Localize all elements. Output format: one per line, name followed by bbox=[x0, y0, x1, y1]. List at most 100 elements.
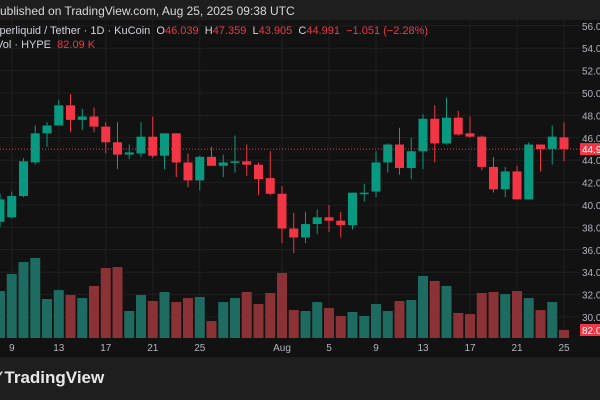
volume-label: Vol · HYPE bbox=[0, 39, 52, 51]
close-value: 44.991 bbox=[306, 25, 340, 37]
volume-bar bbox=[453, 312, 464, 338]
candle-body bbox=[265, 178, 275, 194]
volume-bar bbox=[559, 329, 569, 338]
time-tick-label: 9 bbox=[373, 343, 379, 354]
candle-body bbox=[207, 156, 216, 166]
price-tick-label: 46.000 bbox=[582, 134, 600, 145]
volume-bar bbox=[194, 296, 205, 338]
price-tick-label: 36.000 bbox=[582, 246, 600, 257]
candle-body bbox=[336, 220, 346, 226]
tradingview-logo[interactable]: ⁄⁄ TradingView bbox=[0, 368, 104, 388]
price-tick-label: 42.000 bbox=[582, 179, 600, 190]
volume-bar bbox=[347, 311, 358, 338]
close-label: C bbox=[298, 25, 307, 37]
time-tick-label: 21 bbox=[147, 343, 159, 354]
price-tick-label: 32.000 bbox=[582, 291, 600, 302]
candle-body bbox=[54, 105, 64, 126]
candle-body bbox=[66, 105, 75, 120]
volume-bar bbox=[359, 315, 370, 338]
price-tick-label: 30.000 bbox=[582, 313, 600, 324]
volume-bar bbox=[523, 298, 534, 338]
candle-body bbox=[242, 161, 252, 165]
volume-bar bbox=[441, 285, 452, 338]
candle-body bbox=[371, 162, 381, 192]
symbol-legend: Hyperliquid / Tether · 1D · KuCoin O46.0… bbox=[0, 25, 428, 37]
candle-body bbox=[500, 171, 510, 190]
volume-bar bbox=[371, 303, 381, 338]
price-tick-label: 38.000 bbox=[582, 223, 600, 234]
volume-bar bbox=[512, 291, 522, 338]
candle-body bbox=[406, 151, 416, 169]
price-tick-label: 52.000 bbox=[582, 67, 600, 78]
time-axis: 9 13 17 21 25 Aug 5 9 13 17 21 25 bbox=[9, 343, 570, 354]
open-value: 46.039 bbox=[164, 25, 199, 37]
time-tick-label: 13 bbox=[53, 343, 65, 354]
time-tick-label: Aug bbox=[273, 343, 291, 354]
candle-body bbox=[160, 133, 169, 156]
candle-body bbox=[101, 126, 111, 143]
volume-bar bbox=[18, 261, 29, 338]
volume-bar bbox=[6, 273, 17, 338]
candle-body bbox=[465, 133, 475, 137]
candle-body bbox=[442, 117, 451, 144]
candle-body bbox=[183, 162, 193, 181]
candlestick-chart[interactable]: 56.000 54.000 52.000 50.000 48.000 46.000 44.0… bbox=[0, 20, 600, 357]
candle-body bbox=[171, 133, 181, 163]
price-tick-label: 44.000 bbox=[582, 156, 600, 167]
volume-bar bbox=[0, 291, 5, 338]
volume-bar bbox=[488, 291, 499, 338]
candle-body bbox=[77, 116, 87, 120]
candle-body bbox=[89, 116, 99, 127]
candle-body bbox=[0, 199, 5, 222]
candle-body bbox=[547, 136, 557, 149]
candle-body bbox=[536, 144, 545, 149]
last-volume-tag: 82.09K bbox=[580, 323, 600, 337]
candle-body bbox=[477, 136, 487, 167]
volume-bar bbox=[500, 294, 511, 338]
candle-body bbox=[430, 118, 440, 144]
volume-bar bbox=[429, 280, 440, 338]
volume-bar bbox=[547, 302, 558, 338]
volume-bar bbox=[382, 311, 393, 338]
volume-bar bbox=[147, 300, 158, 338]
candle-body bbox=[312, 217, 322, 225]
volume-bar bbox=[65, 295, 76, 338]
price-tick-label: 34.000 bbox=[582, 268, 600, 279]
last-price-tag: 44.991 bbox=[580, 143, 600, 156]
volume-bar bbox=[53, 290, 64, 338]
volume-bar bbox=[89, 285, 99, 338]
volume-bar bbox=[206, 321, 217, 338]
volume-bar bbox=[183, 298, 193, 338]
last-volume-label: 82.09K bbox=[582, 326, 600, 337]
candles bbox=[0, 94, 569, 254]
candle-body bbox=[113, 142, 122, 155]
time-tick-label: 5 bbox=[326, 343, 332, 354]
symbol-title: Hyperliquid / Tether · 1D · KuCoin bbox=[0, 25, 151, 37]
volume-bar bbox=[476, 292, 487, 338]
candle-body bbox=[218, 162, 228, 166]
candle-body bbox=[148, 136, 158, 156]
time-tick-label: 25 bbox=[194, 343, 206, 354]
volume-value: 82.09 K bbox=[57, 39, 96, 51]
candle-body bbox=[301, 224, 310, 238]
time-tick-label: 21 bbox=[511, 343, 523, 354]
candle-body bbox=[254, 164, 263, 180]
candle-body bbox=[383, 144, 393, 163]
volume-legend: Vol · HYPE 82.09 K bbox=[0, 39, 95, 51]
volume-bar bbox=[136, 295, 146, 338]
price-tick-label: 56.000 bbox=[582, 22, 600, 33]
candle-body bbox=[195, 156, 205, 181]
volume-bar bbox=[100, 268, 111, 338]
high-label: H bbox=[204, 25, 213, 37]
volume-bar bbox=[312, 302, 323, 338]
time-tick-label: 9 bbox=[9, 343, 15, 354]
candle-body bbox=[289, 228, 299, 238]
low-value: 43.905 bbox=[258, 25, 293, 37]
time-tick-label: 13 bbox=[417, 343, 429, 354]
published-header: Published on TradingView.com, Aug 25, 20… bbox=[0, 0, 600, 20]
candle-body bbox=[324, 217, 334, 221]
candle-body bbox=[19, 161, 28, 197]
volume-bar bbox=[171, 302, 182, 338]
candle-body bbox=[524, 144, 534, 200]
volume-bar bbox=[112, 267, 123, 338]
